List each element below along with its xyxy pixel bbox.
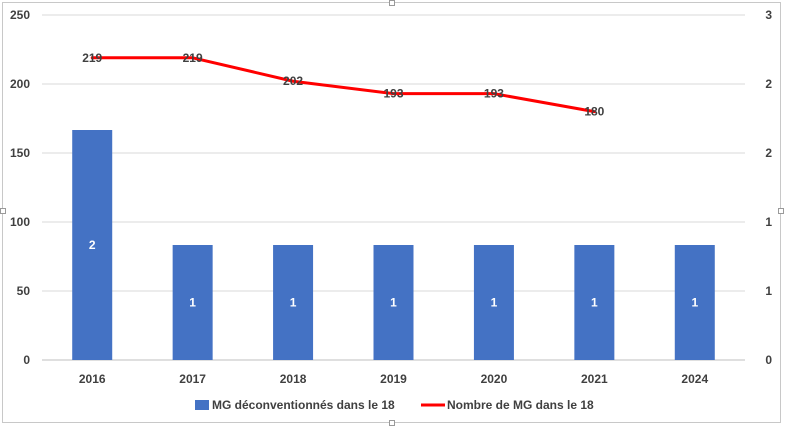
bar-data-label: 1 xyxy=(290,296,297,310)
bar xyxy=(172,245,213,360)
bar xyxy=(574,245,615,360)
x-tick-label: 2018 xyxy=(280,372,307,386)
x-tick-label: 2016 xyxy=(79,372,106,386)
legend-item: MG déconventionnés dans le 18 xyxy=(195,398,395,412)
bar-data-label: 1 xyxy=(491,296,498,310)
bar-series xyxy=(72,130,715,360)
line-data-label: 202 xyxy=(283,74,303,88)
legend-label: Nombre de MG dans le 18 xyxy=(447,398,594,412)
bar xyxy=(674,245,715,360)
resize-handle-top[interactable] xyxy=(389,0,395,6)
line-data-label: 219 xyxy=(82,51,102,65)
y-right-tick-label: 3 xyxy=(765,8,772,22)
bar-data-label: 1 xyxy=(390,296,397,310)
resize-handle-right[interactable] xyxy=(778,208,784,214)
bar xyxy=(72,130,113,360)
series-line xyxy=(90,56,596,114)
line-data-label: 193 xyxy=(484,87,504,101)
legend: MG déconventionnés dans le 18 Nombre de M… xyxy=(195,398,594,412)
line-data-label: 219 xyxy=(183,51,203,65)
y-right-tick-label: 2 xyxy=(765,77,772,91)
legend-label: MG déconventionnés dans le 18 xyxy=(212,398,395,412)
resize-handle-bottom[interactable] xyxy=(389,420,395,426)
x-tick-label: 2021 xyxy=(581,372,608,386)
x-tick-label: 2024 xyxy=(681,372,708,386)
y-left-tick-label: 0 xyxy=(23,353,30,367)
y-left-tick-label: 250 xyxy=(10,8,30,22)
x-tick-label: 2017 xyxy=(179,372,206,386)
y-left-tick-label: 150 xyxy=(10,146,30,160)
bar-data-label: 2 xyxy=(89,238,96,252)
bar xyxy=(473,245,514,360)
data-labels: 2 1 1 1 1 1 1 219 219 202 193 193 180 xyxy=(82,51,698,310)
y-right-tick-label: 2 xyxy=(765,146,772,160)
bar xyxy=(373,245,414,360)
x-tick-label: 2020 xyxy=(481,372,508,386)
axes: 0 50 100 150 200 250 0 1 1 2 2 3 2016 2017 2018 2019 202… xyxy=(10,8,772,386)
line-data-label: 180 xyxy=(584,105,604,119)
bar-data-label: 1 xyxy=(591,296,598,310)
y-right-tick-label: 1 xyxy=(765,284,772,298)
bar-data-label: 1 xyxy=(691,296,698,310)
line-series xyxy=(90,56,596,114)
legend-swatch xyxy=(195,400,209,410)
bar-data-label: 1 xyxy=(189,296,196,310)
line-data-label: 193 xyxy=(383,87,403,101)
bar xyxy=(273,245,314,360)
y-right-tick-label: 0 xyxy=(765,353,772,367)
y-left-tick-label: 50 xyxy=(17,284,31,298)
y-right-tick-label: 1 xyxy=(765,215,772,229)
y-left-tick-label: 100 xyxy=(10,215,30,229)
y-left-tick-label: 200 xyxy=(10,77,30,91)
legend-item: Nombre de MG dans le 18 xyxy=(421,398,594,412)
resize-handle-left[interactable] xyxy=(0,208,6,214)
x-tick-label: 2019 xyxy=(380,372,407,386)
